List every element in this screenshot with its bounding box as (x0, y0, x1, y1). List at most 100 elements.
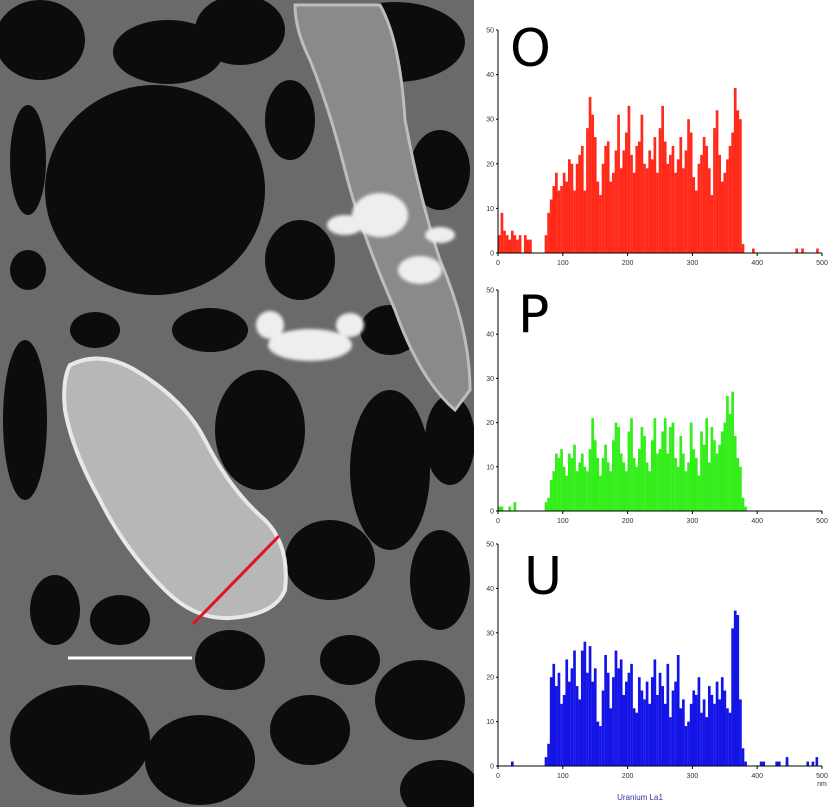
x-tick-label: 100 (557, 260, 569, 267)
bar (759, 761, 763, 766)
bar (736, 110, 740, 253)
bar (694, 190, 698, 253)
bar (645, 168, 649, 253)
bar (715, 681, 719, 766)
bar (586, 672, 589, 766)
bar (715, 110, 719, 253)
bar (591, 681, 594, 766)
bar (588, 646, 592, 766)
y-tick-label: 50 (486, 288, 494, 295)
bar (583, 190, 587, 253)
bar (617, 668, 620, 766)
bar (692, 449, 696, 511)
bar (617, 114, 620, 254)
bar (547, 212, 550, 253)
bar (741, 244, 745, 253)
x-tick-label: 300 (687, 518, 699, 525)
bar (513, 502, 517, 511)
y-tick-label: 50 (486, 542, 494, 549)
bar (726, 396, 729, 511)
bar (720, 181, 724, 253)
bar (726, 708, 729, 766)
bar (586, 471, 589, 511)
bar (552, 663, 556, 766)
y-tick-label: 10 (486, 206, 494, 213)
y-tick-label: 0 (490, 251, 494, 258)
bar (720, 431, 724, 511)
bar (544, 757, 548, 766)
bar (811, 761, 815, 766)
bar (632, 172, 636, 253)
x-tick-label: 300 (687, 773, 699, 780)
x-tick-label: 400 (751, 260, 763, 267)
bar (640, 427, 644, 511)
bar (643, 699, 646, 766)
bar (503, 230, 506, 253)
bar (705, 717, 709, 766)
bar (601, 690, 605, 766)
bar (588, 96, 592, 254)
bar (715, 453, 719, 511)
bar (606, 672, 610, 766)
bar (676, 466, 680, 511)
bar (713, 128, 716, 253)
bar (739, 119, 742, 253)
bar (648, 150, 652, 253)
bar (736, 457, 740, 511)
bar (570, 668, 574, 766)
bar (663, 141, 667, 253)
bar (630, 663, 633, 766)
bar (557, 672, 561, 766)
bar (723, 690, 727, 766)
bar (627, 672, 631, 766)
bar (557, 457, 561, 511)
bar (622, 462, 626, 511)
bar (702, 444, 706, 511)
bar (593, 440, 597, 511)
x-tick-label: 400 (751, 773, 763, 780)
y-tick-label: 40 (486, 72, 494, 79)
x-unit-label: nm (817, 781, 827, 788)
bar (567, 159, 571, 253)
bar-series (498, 87, 819, 254)
bar (682, 453, 685, 511)
bar (606, 141, 610, 253)
bar (510, 230, 514, 253)
chart-panel-uranium: U 0 10 20 30 40 50 0 100 200 300 400 500 nm Uranium La… (474, 530, 840, 807)
bar (565, 181, 569, 253)
y-tick-label: 30 (486, 117, 494, 124)
bar (650, 677, 654, 766)
bar (663, 703, 667, 766)
bar (578, 154, 582, 253)
bar (555, 172, 558, 253)
bar (661, 686, 664, 766)
bar (744, 761, 747, 766)
bar (710, 427, 714, 511)
chart-panel-phosphorus: P 0 10 20 30 40 50 0 100 200 300 400 500 (474, 268, 840, 530)
bar (505, 235, 509, 253)
bar (635, 712, 639, 766)
bar (583, 466, 587, 511)
bar (728, 712, 732, 766)
film-holes (0, 0, 480, 812)
bar (508, 239, 512, 253)
bar (653, 137, 657, 253)
bar (575, 163, 579, 253)
bar (645, 681, 649, 766)
bar (653, 659, 657, 766)
bar (570, 163, 574, 253)
x-tick-label: 0 (496, 518, 500, 525)
bar (723, 172, 727, 253)
bar (552, 186, 556, 253)
bar (500, 212, 504, 253)
bar (560, 703, 563, 766)
bar (580, 650, 584, 766)
bar (614, 650, 618, 766)
bar (529, 239, 532, 253)
bar (547, 497, 550, 511)
y-tick-label: 40 (486, 586, 494, 593)
bar (622, 694, 626, 766)
bar (676, 159, 680, 253)
bar (694, 457, 698, 511)
